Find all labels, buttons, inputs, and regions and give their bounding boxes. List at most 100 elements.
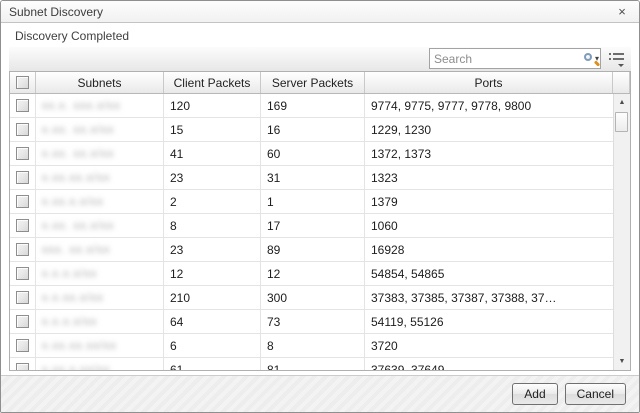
table-row[interactable]: x.x.x.x/xx 12 12 54854, 54865 — [10, 262, 613, 286]
subnet-cell: x.x.x.x/xx — [36, 262, 164, 285]
footer: Add Cancel — [1, 376, 639, 412]
server-packets-cell: 60 — [261, 142, 365, 165]
subnet-value-redacted: x.x.x.x/xx — [42, 267, 98, 280]
row-checkbox[interactable] — [16, 315, 29, 328]
row-checkbox[interactable] — [16, 291, 29, 304]
server-packets-cell: 31 — [261, 166, 365, 189]
ports-cell: 1323 — [371, 170, 398, 185]
subnet-cell: xxx. xx.x/xx — [36, 238, 164, 261]
row-checkbox[interactable] — [16, 171, 29, 184]
table-row[interactable]: x.xx. xx.x/xx 41 60 1372, 1373 — [10, 142, 613, 166]
grid-toolbar: ▾ — [9, 47, 631, 71]
subnet-cell: x.xx.x.xx/xx — [36, 358, 164, 370]
subnet-cell: x.x.xx.x/xx — [36, 286, 164, 309]
subnet-value-redacted: x.xx.xx.x/xx — [42, 171, 111, 184]
server-packets-cell: 16 — [261, 118, 365, 141]
scrollbar-thumb[interactable] — [615, 112, 628, 132]
client-packets-cell: 23 — [164, 238, 261, 261]
row-checkbox[interactable] — [16, 195, 29, 208]
row-checkbox[interactable] — [16, 123, 29, 136]
table-row[interactable]: x.xx. xx.x/xx 15 16 1229, 1230 — [10, 118, 613, 142]
title-bar: Subnet Discovery × — [1, 1, 639, 23]
subnet-value-redacted: x.xx. xx.x/xx — [42, 147, 115, 160]
subnet-cell: x.xx. xx.x/xx — [36, 142, 164, 165]
vertical-scrollbar[interactable]: ▲ ▼ — [613, 94, 630, 370]
server-packets-cell: 81 — [261, 358, 365, 370]
subnet-cell: x.xx.xx.xx/xx — [36, 334, 164, 357]
ports-cell: 16928 — [371, 242, 405, 257]
header-scrollbar-gap — [613, 72, 630, 93]
subnet-value-redacted: x.xx.xx.xx/xx — [42, 339, 117, 352]
subnet-value-redacted: xxx. xx.x/xx — [42, 243, 111, 256]
row-checkbox[interactable] — [16, 99, 29, 112]
ports-cell: 54854, 54865 — [371, 266, 445, 281]
client-packets-cell: 61 — [164, 358, 261, 370]
header-client-packets[interactable]: Client Packets — [164, 72, 261, 93]
table-row[interactable]: x.xx.xx.xx/xx 6 8 3720 — [10, 334, 613, 358]
server-packets-cell: 1 — [261, 190, 365, 213]
ports-cell: 37383, 37385, 37387, 37388, 37… — [371, 290, 557, 305]
footer-divider — [1, 375, 639, 376]
scroll-down-icon[interactable]: ▼ — [618, 358, 626, 365]
search-box[interactable]: ▾ — [429, 48, 601, 69]
table-header-row: Subnets Client Packets Server Packets Po… — [10, 72, 630, 94]
server-packets-cell: 73 — [261, 310, 365, 333]
client-packets-cell: 210 — [164, 286, 261, 309]
add-button[interactable]: Add — [512, 383, 558, 405]
client-packets-cell: 15 — [164, 118, 261, 141]
subnet-value-redacted: x.xx. xx.x/xx — [42, 123, 115, 136]
ports-cell: 1060 — [371, 218, 398, 233]
row-checkbox[interactable] — [16, 339, 29, 352]
header-subnets[interactable]: Subnets — [36, 72, 164, 93]
table-row[interactable]: x.x.x.x/xx 64 73 54119, 55126 — [10, 310, 613, 334]
column-chooser-icon[interactable] — [609, 51, 627, 67]
close-icon[interactable]: × — [618, 4, 626, 19]
ports-cell: 37639, 37649 — [371, 362, 445, 371]
ports-cell: 9774, 9775, 9777, 9778, 9800 — [371, 98, 532, 113]
subnet-value-redacted: x.xx.x.xx/xx — [42, 363, 111, 371]
table-rows: xx.x. xxx.x/xx 120 169 9774, 9775, 9777,… — [10, 94, 613, 370]
select-all-checkbox-cell — [10, 72, 36, 93]
cancel-button[interactable]: Cancel — [564, 383, 626, 405]
subnet-value-redacted: x.xx.x.x/xx — [42, 195, 104, 208]
client-packets-cell: 8 — [164, 214, 261, 237]
subnet-value-redacted: xx.x. xxx.x/xx — [42, 99, 121, 112]
subnet-cell: x.xx. xx.x/xx — [36, 214, 164, 237]
window-title: Subnet Discovery — [9, 4, 104, 19]
search-input[interactable] — [430, 51, 593, 66]
subnet-cell: x.xx. xx.x/xx — [36, 118, 164, 141]
table-row[interactable]: x.xx.x.x/xx 2 1 1379 — [10, 190, 613, 214]
client-packets-cell: 6 — [164, 334, 261, 357]
search-options-dropdown-icon[interactable]: ▾ — [595, 54, 600, 63]
row-checkbox[interactable] — [16, 219, 29, 232]
row-checkbox[interactable] — [16, 243, 29, 256]
table-row[interactable]: x.x.xx.x/xx 210 300 37383, 37385, 37387,… — [10, 286, 613, 310]
subnet-cell: x.xx.xx.x/xx — [36, 166, 164, 189]
scroll-up-icon[interactable]: ▲ — [618, 99, 626, 106]
table-row[interactable]: xx.x. xxx.x/xx 120 169 9774, 9775, 9777,… — [10, 94, 613, 118]
table-row[interactable]: xxx. xx.x/xx 23 89 16928 — [10, 238, 613, 262]
server-packets-cell: 300 — [261, 286, 365, 309]
row-checkbox[interactable] — [16, 363, 29, 370]
client-packets-cell: 120 — [164, 94, 261, 117]
server-packets-cell: 8 — [261, 334, 365, 357]
header-server-packets[interactable]: Server Packets — [261, 72, 365, 93]
table-row[interactable]: x.xx.x.xx/xx 61 81 37639, 37649 — [10, 358, 613, 370]
row-checkbox[interactable] — [16, 147, 29, 160]
server-packets-cell: 89 — [261, 238, 365, 261]
subnet-cell: x.xx.x.x/xx — [36, 190, 164, 213]
row-checkbox[interactable] — [16, 267, 29, 280]
client-packets-cell: 23 — [164, 166, 261, 189]
header-ports[interactable]: Ports — [365, 72, 613, 93]
ports-cell: 1372, 1373 — [371, 146, 432, 161]
client-packets-cell: 2 — [164, 190, 261, 213]
table-row[interactable]: x.xx. xx.x/xx 8 17 1060 — [10, 214, 613, 238]
ports-cell: 1379 — [371, 194, 398, 209]
client-packets-cell: 12 — [164, 262, 261, 285]
ports-cell: 3720 — [371, 338, 398, 353]
subnet-value-redacted: x.x.xx.x/xx — [42, 291, 104, 304]
table-row[interactable]: x.xx.xx.x/xx 23 31 1323 — [10, 166, 613, 190]
subnet-cell: x.x.x.x/xx — [36, 310, 164, 333]
select-all-checkbox[interactable] — [16, 76, 29, 89]
